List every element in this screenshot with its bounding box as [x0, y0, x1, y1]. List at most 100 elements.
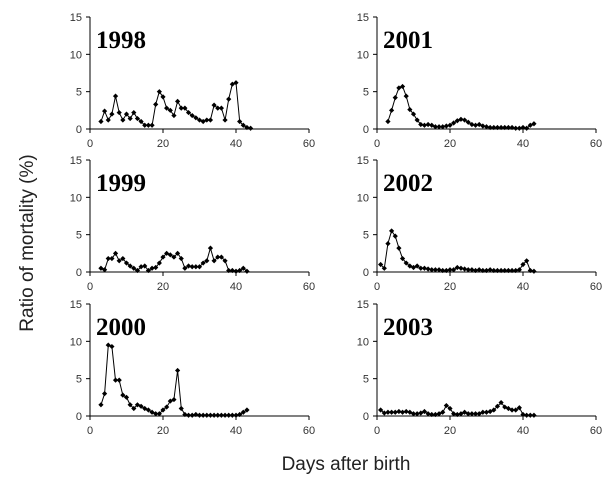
- data-point: [171, 112, 177, 119]
- data-point: [200, 412, 206, 418]
- data-point: [396, 245, 402, 251]
- data-point: [483, 409, 490, 415]
- data-point: [527, 412, 533, 418]
- data-point: [447, 122, 453, 128]
- data-point: [222, 258, 228, 264]
- data-point: [389, 107, 395, 113]
- data-point: [116, 258, 122, 264]
- y-tick-label: 10: [70, 49, 82, 61]
- data-point: [207, 117, 214, 123]
- data-point: [414, 411, 420, 417]
- data-point: [164, 105, 170, 111]
- series-line: [100, 344, 248, 416]
- data-point: [167, 398, 173, 404]
- y-tick-label: 0: [76, 411, 82, 423]
- x-tick-label: 20: [444, 425, 456, 437]
- data-point: [229, 267, 235, 274]
- data-point: [436, 124, 442, 130]
- data-point: [105, 117, 111, 123]
- panel-1999: 0 5 10 15 0 20 40 60 1999: [70, 155, 315, 293]
- data-point: [138, 118, 144, 125]
- x-tick-label: 20: [444, 138, 456, 150]
- x-tick-label: 40: [517, 281, 529, 293]
- data-point: [222, 117, 228, 123]
- y-tick-label: 10: [357, 49, 369, 61]
- data-point: [454, 118, 460, 124]
- data-point: [145, 407, 151, 413]
- data-point: [498, 399, 504, 406]
- data-point: [156, 89, 162, 95]
- data-point: [498, 124, 504, 131]
- data-point: [407, 106, 413, 113]
- data-point: [403, 260, 409, 266]
- data-point: [399, 83, 406, 90]
- x-tick-label: 40: [517, 138, 529, 150]
- data-point: [378, 261, 384, 268]
- y-tick-label: 5: [363, 230, 369, 242]
- y-tick-label: 10: [70, 336, 82, 348]
- data-point: [193, 115, 199, 121]
- data-point: [175, 250, 181, 256]
- data-point: [131, 405, 137, 412]
- x-tick-label: 0: [87, 281, 93, 293]
- data-point: [160, 254, 166, 260]
- data-point: [403, 408, 409, 415]
- data-point: [211, 412, 217, 418]
- y-tick-label: 15: [357, 12, 369, 24]
- data-point: [189, 264, 195, 270]
- data-point: [494, 267, 501, 274]
- data-point: [403, 93, 409, 99]
- x-tick-label: 40: [230, 281, 242, 293]
- data-point: [410, 411, 417, 417]
- data-point: [237, 267, 243, 274]
- data-point: [487, 124, 493, 131]
- panel-title: 1999: [96, 170, 146, 197]
- data-point: [421, 265, 428, 271]
- data-point: [381, 265, 387, 271]
- data-point: [472, 122, 479, 128]
- data-point: [120, 255, 126, 262]
- data-point: [127, 115, 133, 122]
- data-point: [421, 408, 428, 415]
- data-point: [204, 412, 210, 418]
- data-point: [240, 265, 246, 271]
- data-point: [229, 412, 235, 418]
- data-point: [178, 405, 184, 412]
- data-point: [509, 267, 515, 274]
- data-point: [436, 411, 442, 417]
- data-point: [98, 402, 104, 408]
- data-point: [487, 408, 493, 415]
- data-point: [516, 125, 522, 131]
- data-point: [440, 409, 446, 415]
- data-point: [102, 267, 108, 273]
- data-point: [458, 265, 464, 271]
- x-axis-label: Days after birth: [282, 454, 411, 475]
- data-point: [531, 121, 537, 127]
- data-point: [127, 402, 133, 408]
- x-tick-label: 0: [374, 281, 380, 293]
- data-point: [211, 258, 217, 264]
- data-point: [469, 267, 475, 273]
- data-point: [491, 267, 497, 274]
- x-tick-label: 60: [590, 138, 602, 150]
- data-point: [175, 98, 181, 104]
- data-point: [218, 105, 224, 111]
- panel-title: 1998: [96, 27, 146, 54]
- data-point: [102, 391, 108, 397]
- data-point: [396, 85, 402, 91]
- data-point: [138, 264, 144, 270]
- data-point: [513, 125, 519, 131]
- data-point: [491, 124, 497, 131]
- data-point: [167, 252, 173, 258]
- y-tick-label: 5: [363, 87, 369, 99]
- data-point: [527, 267, 533, 274]
- x-tick-label: 60: [303, 281, 315, 293]
- y-tick-label: 10: [357, 192, 369, 204]
- data-point: [164, 404, 170, 410]
- data-point: [196, 412, 203, 418]
- data-point: [487, 267, 493, 273]
- data-point: [193, 411, 199, 418]
- x-tick-label: 40: [517, 425, 529, 437]
- data-point: [465, 267, 471, 273]
- data-point: [410, 111, 417, 117]
